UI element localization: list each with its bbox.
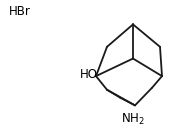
Text: HO: HO — [80, 68, 98, 81]
Text: HBr: HBr — [9, 5, 31, 18]
Text: NH$_2$: NH$_2$ — [121, 112, 145, 127]
